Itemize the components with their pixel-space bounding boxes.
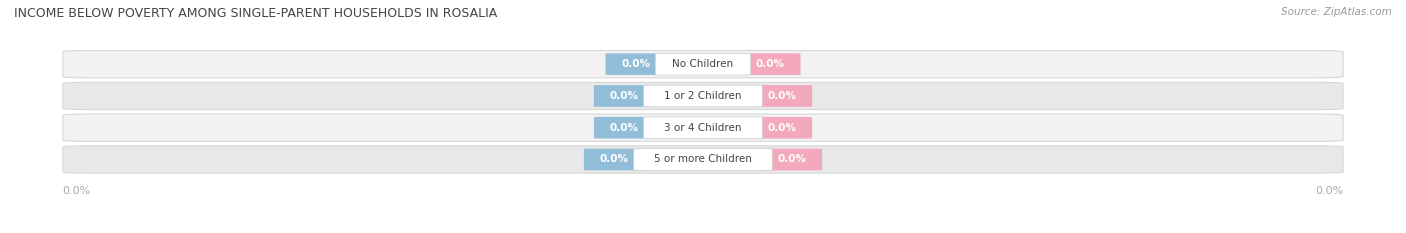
Text: 0.0%: 0.0%	[600, 154, 628, 164]
FancyBboxPatch shape	[761, 149, 823, 170]
Text: Source: ZipAtlas.com: Source: ZipAtlas.com	[1281, 7, 1392, 17]
Text: 0.0%: 0.0%	[768, 123, 796, 133]
FancyBboxPatch shape	[655, 53, 751, 75]
Text: 3 or 4 Children: 3 or 4 Children	[664, 123, 742, 133]
FancyBboxPatch shape	[63, 51, 1343, 78]
FancyBboxPatch shape	[644, 85, 762, 107]
Text: 5 or more Children: 5 or more Children	[654, 154, 752, 164]
Text: 0.0%: 0.0%	[621, 59, 651, 69]
Text: 1 or 2 Children: 1 or 2 Children	[664, 91, 742, 101]
Text: 0.0%: 0.0%	[755, 59, 785, 69]
Text: INCOME BELOW POVERTY AMONG SINGLE-PARENT HOUSEHOLDS IN ROSALIA: INCOME BELOW POVERTY AMONG SINGLE-PARENT…	[14, 7, 498, 20]
FancyBboxPatch shape	[740, 53, 800, 75]
FancyBboxPatch shape	[593, 85, 655, 107]
FancyBboxPatch shape	[583, 149, 645, 170]
FancyBboxPatch shape	[593, 117, 655, 139]
Text: No Children: No Children	[672, 59, 734, 69]
Text: 0.0%: 0.0%	[778, 154, 806, 164]
FancyBboxPatch shape	[63, 146, 1343, 173]
FancyBboxPatch shape	[751, 117, 813, 139]
FancyBboxPatch shape	[644, 117, 762, 139]
Text: 0.0%: 0.0%	[610, 123, 638, 133]
FancyBboxPatch shape	[634, 149, 772, 170]
FancyBboxPatch shape	[606, 53, 666, 75]
FancyBboxPatch shape	[63, 82, 1343, 110]
FancyBboxPatch shape	[63, 114, 1343, 141]
FancyBboxPatch shape	[751, 85, 813, 107]
Text: 0.0%: 0.0%	[610, 91, 638, 101]
Text: 0.0%: 0.0%	[768, 91, 796, 101]
